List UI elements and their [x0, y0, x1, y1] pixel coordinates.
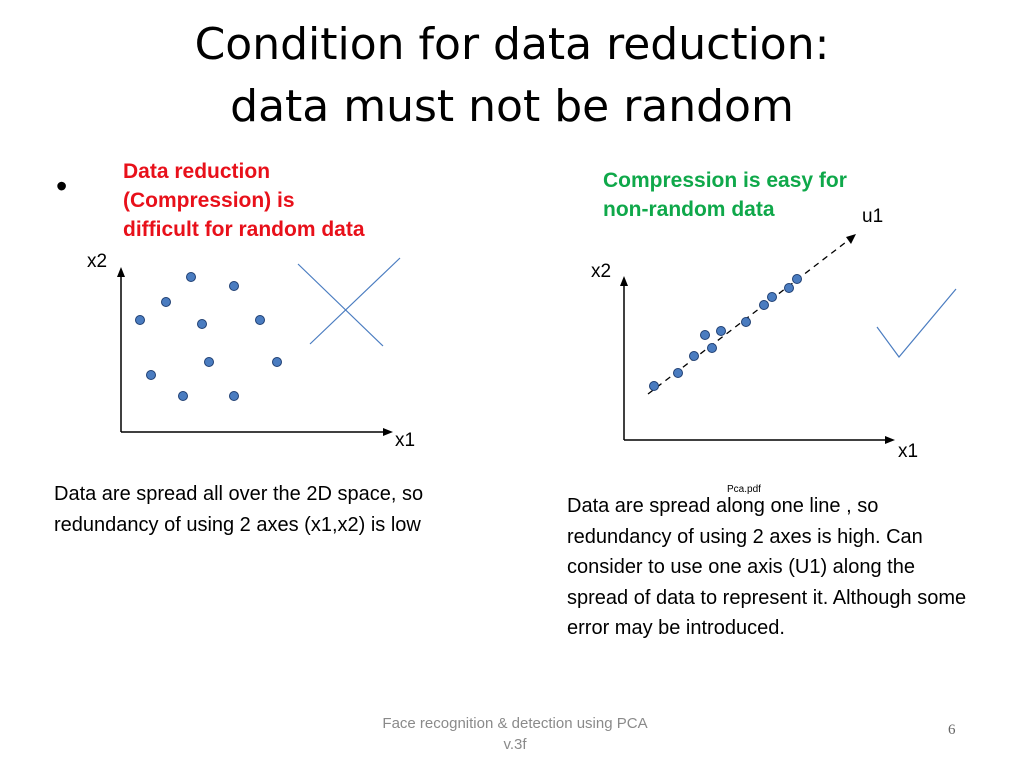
right-x-axis-label: x1: [898, 441, 919, 462]
u1-direction-line: [647, 234, 856, 395]
right-plot-axes: [620, 276, 895, 444]
data-point: [255, 315, 265, 325]
source-label: Pca.pdf: [727, 484, 761, 495]
left-plot-axes: [117, 267, 393, 436]
data-point: [767, 292, 777, 302]
data-point: [759, 300, 769, 310]
data-point: [178, 391, 188, 401]
data-point: [700, 330, 710, 340]
cross-mark: [297, 257, 401, 347]
non-random-data-note: Compression is easy for non-random data: [603, 169, 847, 221]
footer-line-1: Face recognition & detection using PCA: [382, 715, 648, 732]
left-x-axis-label: x1: [395, 430, 416, 451]
page-number: 6: [948, 722, 956, 738]
data-point: [229, 281, 239, 291]
left-description: Data are spread all over the 2D space, s…: [54, 483, 424, 536]
title-line-2: data must not be random: [230, 81, 794, 132]
data-point: [272, 357, 282, 367]
data-point: [186, 272, 196, 282]
data-point: [197, 319, 207, 329]
right-description: Data are spread along one line , so redu…: [567, 495, 967, 639]
data-point: [792, 274, 802, 284]
data-point: [707, 343, 717, 353]
bullet-point: •: [56, 168, 68, 204]
footer-text: Face recognition & detection using PCA v…: [340, 713, 690, 755]
left-y-axis-label: x2: [87, 251, 108, 272]
data-point: [689, 351, 699, 361]
footer-line-2: v.3f: [503, 736, 527, 753]
right-plot-points: [649, 274, 802, 391]
data-point: [161, 297, 171, 307]
data-point: [146, 370, 156, 380]
title-line-1: Condition for data reduction:: [194, 19, 830, 70]
checkmark: [876, 288, 957, 358]
data-point: [673, 368, 683, 378]
data-point: [741, 317, 751, 327]
data-point: [716, 326, 726, 336]
left-plot-points: [135, 272, 282, 401]
data-point: [229, 391, 239, 401]
data-point: [784, 283, 794, 293]
random-data-note: Data reduction (Compression) is difficul…: [123, 160, 365, 241]
data-point: [204, 357, 214, 367]
data-point: [649, 381, 659, 391]
slide-title: Condition for data reduction: data must …: [0, 14, 1024, 138]
data-point: [135, 315, 145, 325]
right-y-axis-label: x2: [591, 261, 612, 282]
u1-axis-label: u1: [862, 206, 884, 227]
